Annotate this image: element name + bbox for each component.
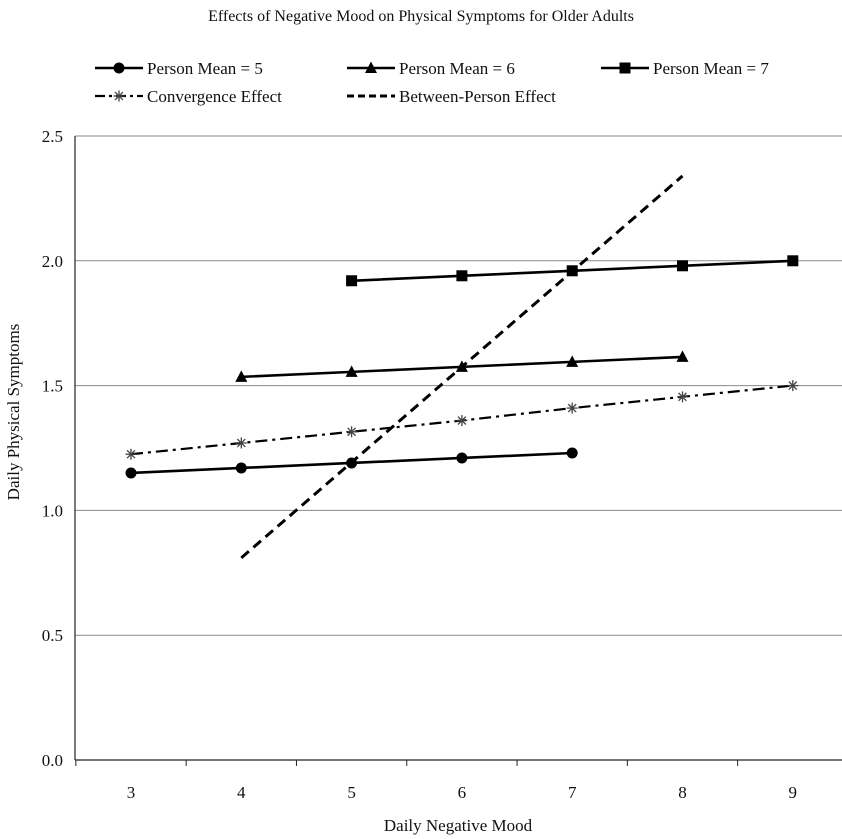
x-tick-label: 4: [237, 783, 246, 802]
marker-triangle: [566, 355, 579, 367]
x-tick-label: 9: [789, 783, 798, 802]
asterisk-stroke: [347, 427, 357, 437]
marker-asterisk: [787, 380, 799, 392]
marker-asterisk: [456, 415, 468, 427]
legend-item: Between-Person Effect: [347, 87, 556, 106]
y-tick-label: 1.0: [42, 501, 63, 520]
marker-asterisk: [113, 90, 125, 102]
x-tick-label: 6: [458, 783, 467, 802]
asterisk-stroke: [114, 91, 124, 101]
legend: Person Mean = 5 Person Mean = 6 Person Mea…: [95, 59, 769, 106]
marker-triangle: [676, 350, 689, 362]
marker-circle: [566, 447, 578, 459]
x-tick-label: 8: [678, 783, 687, 802]
series-5: [240, 174, 684, 559]
marker-asterisk: [125, 448, 137, 460]
series-line: [240, 174, 684, 559]
marker-square: [456, 270, 468, 282]
marker-asterisk: [566, 402, 578, 414]
y-tick-label: 2.0: [42, 252, 63, 271]
marker-triangle: [345, 365, 358, 377]
y-axis-label: Daily Physical Symptoms: [4, 324, 23, 501]
legend-label: Between-Person Effect: [399, 87, 556, 106]
y-tick-label: 0.5: [42, 626, 63, 645]
asterisk-stroke: [126, 449, 136, 459]
y-tick-label: 2.5: [42, 127, 63, 146]
asterisk-stroke: [678, 392, 687, 402]
marker-triangle: [235, 370, 248, 382]
legend-item: Person Mean = 7: [601, 59, 769, 78]
asterisk-stroke: [788, 381, 798, 391]
y-tick-label: 1.5: [42, 377, 63, 396]
x-tick-label: 7: [568, 783, 577, 802]
legend-label: Person Mean = 5: [147, 59, 263, 78]
x-axis-label: Daily Negative Mood: [384, 816, 533, 835]
series-4: [125, 380, 799, 460]
marker-asterisk: [677, 391, 688, 403]
legend-item: Person Mean = 6: [347, 59, 515, 78]
marker-circle: [125, 467, 137, 479]
marker-square: [677, 260, 688, 272]
marker-circle: [235, 462, 247, 474]
asterisk-stroke: [457, 416, 467, 425]
legend-label: Person Mean = 6: [399, 59, 515, 78]
marker-circle: [456, 452, 468, 464]
marker-square: [346, 275, 358, 287]
plot-area: 0.0 0.5 1.0 1.5 2.0 2.5 3 4 5 6 7 8 9: [42, 127, 842, 802]
asterisk-stroke: [567, 403, 577, 413]
marker-triangle: [365, 61, 377, 73]
marker-square: [619, 62, 631, 74]
legend-label: Person Mean = 7: [653, 59, 769, 78]
legend-item: Convergence Effect: [95, 87, 282, 106]
legend-item: Person Mean = 5: [95, 59, 263, 78]
x-tick-label: 3: [127, 783, 136, 802]
y-tick-label: 0.0: [42, 751, 63, 770]
marker-square: [787, 255, 799, 267]
x-tick-label: 5: [347, 783, 356, 802]
marker-asterisk: [346, 426, 358, 438]
marker-circle: [113, 62, 125, 74]
marker-asterisk: [235, 437, 247, 449]
asterisk-stroke: [236, 438, 246, 448]
chart-title: Effects of Negative Mood on Physical Sym…: [208, 8, 634, 25]
legend-label: Convergence Effect: [147, 87, 282, 106]
